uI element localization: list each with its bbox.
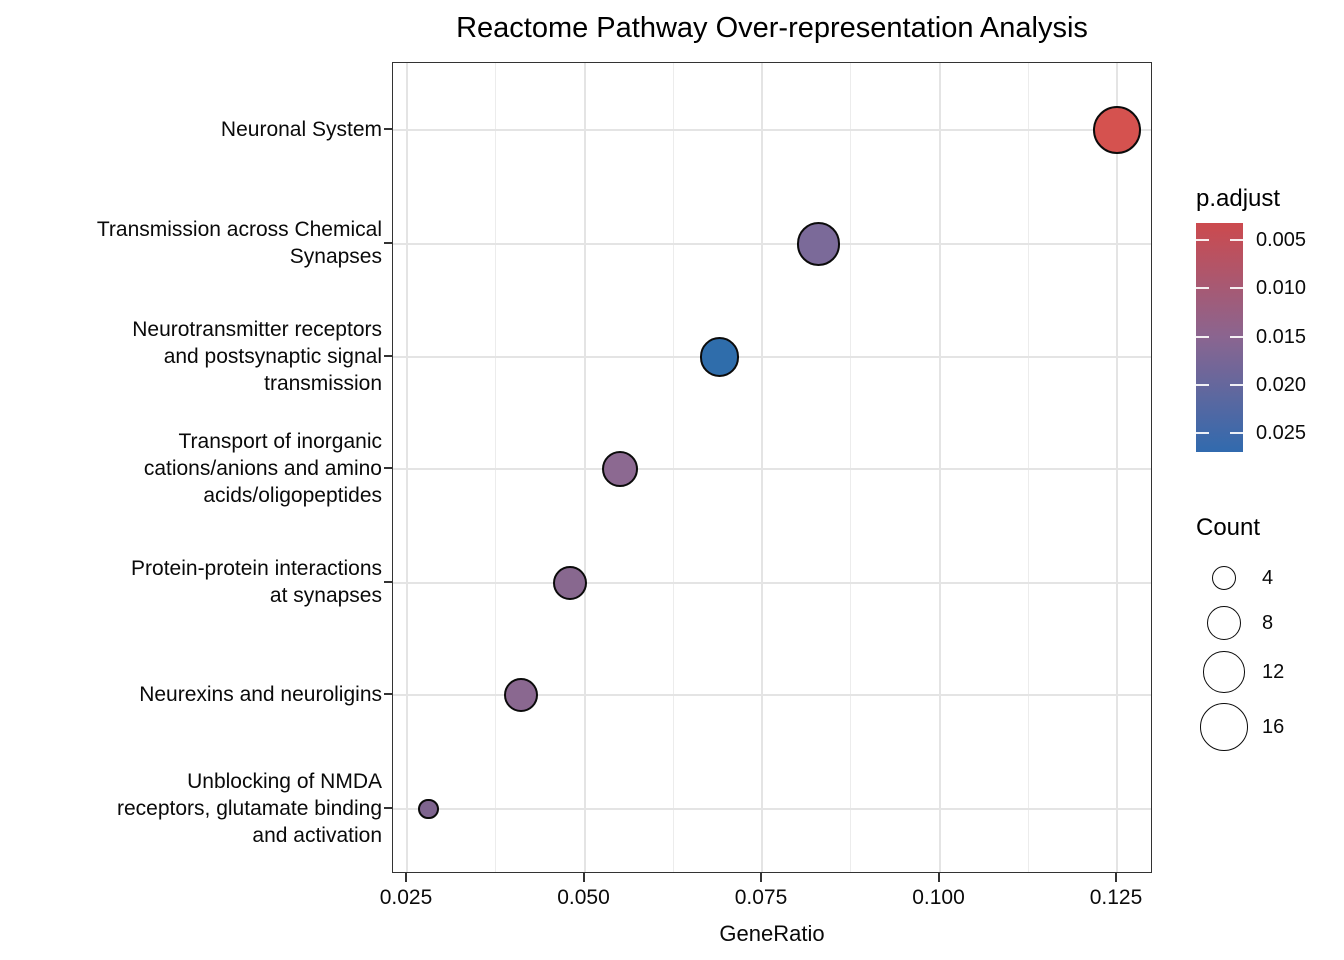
data-point xyxy=(1093,106,1141,154)
minor-gridline xyxy=(850,63,852,872)
colorbar-tick xyxy=(1230,239,1243,241)
x-axis-tick-label: 0.125 xyxy=(1089,886,1143,909)
colorbar-tick-label: 0.015 xyxy=(1256,325,1307,348)
colorbar-tick-label: 0.020 xyxy=(1256,373,1307,396)
major-gridline xyxy=(393,694,1151,696)
colorbar-tick xyxy=(1196,432,1209,434)
y-axis-label-line: Unblocking of NMDA xyxy=(187,769,382,793)
major-gridline xyxy=(1116,63,1118,872)
colorbar-tick xyxy=(1230,383,1243,386)
major-gridline xyxy=(393,243,1151,245)
data-point xyxy=(417,798,439,820)
data-point xyxy=(797,222,841,266)
y-axis-label-line: Synapses xyxy=(289,245,382,268)
size-legend-circle xyxy=(1200,703,1248,751)
colorbar-tick xyxy=(1196,383,1209,386)
major-gridline xyxy=(761,63,763,872)
size-legend-label: 12 xyxy=(1262,661,1285,683)
y-axis-label-line: acids/oligopeptides xyxy=(203,483,382,507)
y-axis-tick xyxy=(384,242,392,244)
x-axis-tick-label: 0.050 xyxy=(557,886,610,909)
colorbar-tick xyxy=(1230,432,1243,434)
major-gridline xyxy=(583,63,586,872)
minor-gridline xyxy=(495,63,497,872)
colorbar-tick-label: 0.010 xyxy=(1256,277,1307,300)
major-gridline xyxy=(393,468,1151,470)
chart-title: Reactome Pathway Over-representation Ana… xyxy=(456,12,1088,44)
y-axis-label-line: at synapses xyxy=(269,584,382,607)
major-gridline xyxy=(938,63,941,872)
x-axis-tick-label: 0.025 xyxy=(379,886,433,909)
major-gridline xyxy=(393,582,1151,584)
size-legend-label: 8 xyxy=(1262,612,1274,634)
y-axis-label-line: Transmission across Chemical xyxy=(96,218,382,241)
colorbar-tick xyxy=(1230,335,1243,338)
data-point xyxy=(602,451,638,487)
colorbar-tick xyxy=(1196,287,1209,290)
y-axis-label-line: cations/anions and amino xyxy=(143,456,382,480)
data-point xyxy=(503,678,538,712)
data-point xyxy=(553,566,588,600)
color-legend-title: p.adjust xyxy=(1196,185,1281,212)
y-axis-label-line: Protein-protein interactions xyxy=(131,557,382,580)
colorbar-gradient xyxy=(1196,223,1243,452)
y-axis-label-line: Transport of inorganic xyxy=(178,429,383,453)
major-gridline xyxy=(393,808,1151,810)
plot-panel xyxy=(392,62,1152,873)
size-legend-title: Count xyxy=(1196,514,1261,541)
colorbar-tick-label: 0.025 xyxy=(1256,422,1307,444)
y-axis-label-line: transmission xyxy=(264,371,382,395)
y-axis-label-line: Neurotransmitter receptors xyxy=(132,317,382,341)
y-axis-label: Neurotransmitter receptors and postsynapt… xyxy=(4,316,382,397)
size-legend-circle xyxy=(1212,566,1236,590)
size-legend-label: 4 xyxy=(1262,567,1274,589)
colorbar-tick xyxy=(1196,239,1209,241)
y-axis-label: Transmission across Chemical Synapses xyxy=(4,216,382,270)
x-axis-tick xyxy=(937,873,940,882)
y-axis-tick xyxy=(384,581,392,583)
y-axis-tick xyxy=(384,807,392,809)
y-axis-tick xyxy=(384,128,392,130)
x-axis-title: GeneRatio xyxy=(719,921,825,946)
data-point xyxy=(699,337,740,377)
y-axis-label: Neuronal System xyxy=(4,116,382,143)
y-axis-label-line: and postsynaptic signal xyxy=(163,344,382,368)
y-axis-label-line: Neuronal System xyxy=(220,117,382,141)
size-legend-label: 16 xyxy=(1262,716,1285,738)
y-axis-label-line: and activation xyxy=(252,823,382,847)
y-axis-label-line: Neurexins and neuroligins xyxy=(139,682,382,706)
colorbar-tick-label: 0.005 xyxy=(1256,229,1307,251)
x-axis-tick xyxy=(1115,873,1117,882)
y-axis-tick xyxy=(384,467,392,469)
major-gridline xyxy=(393,356,1151,358)
x-axis-tick xyxy=(582,873,585,882)
x-axis-tick xyxy=(405,873,407,882)
y-axis-tick xyxy=(384,693,392,695)
colorbar-tick xyxy=(1230,287,1243,290)
y-axis-tick xyxy=(384,355,392,357)
major-gridline xyxy=(393,129,1151,131)
x-axis-tick-label: 0.100 xyxy=(912,886,965,909)
x-axis-tick xyxy=(760,873,762,882)
minor-gridline xyxy=(1027,63,1029,872)
y-axis-label: Unblocking of NMDA receptors, glutamate b… xyxy=(4,768,382,849)
y-axis-label-line: receptors, glutamate binding xyxy=(117,796,382,820)
y-axis-label: Transport of inorganic cations/anions and… xyxy=(4,428,382,509)
size-legend-circle xyxy=(1203,651,1245,693)
minor-gridline xyxy=(672,63,674,872)
colorbar-tick xyxy=(1196,335,1209,338)
size-legend-circle xyxy=(1207,606,1241,640)
y-axis-label: Neurexins and neuroligins xyxy=(4,681,382,708)
y-axis-label: Protein-protein interactions at synapses xyxy=(4,555,382,609)
major-gridline xyxy=(406,63,408,872)
x-axis-tick-label: 0.075 xyxy=(734,886,788,909)
